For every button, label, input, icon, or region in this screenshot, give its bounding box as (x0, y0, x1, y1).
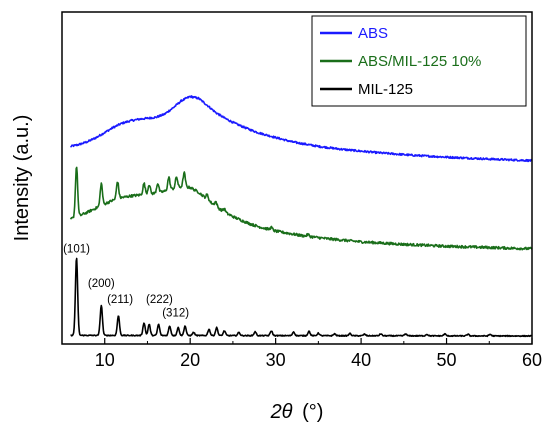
legend-items: ABS ABS/MIL-125 10% MIL-125 (320, 25, 481, 98)
series-line-abs-mil-125-10- (69, 166, 533, 251)
plot-frame (61, 11, 533, 345)
x-tick-label-50: 50 (437, 350, 457, 370)
x-tick-label-20: 20 (180, 350, 200, 370)
series-line-mil-125 (70, 257, 533, 338)
x-tick-label-60: 60 (522, 350, 542, 370)
x-tick-label-40: 40 (351, 350, 371, 370)
peak-label-211: (211) (107, 294, 133, 306)
x-tick-label-10: 10 (95, 350, 115, 370)
peak-label-222: (222) (146, 294, 173, 306)
peak-label-200: (200) (88, 278, 115, 290)
peak-label-312: (312) (162, 307, 189, 319)
x-tick-labels: 10 20 30 40 50 60 (95, 350, 542, 370)
legend: ABS ABS/MIL-125 10% MIL-125 (311, 15, 527, 107)
x-axis-label: 2θ (°) (270, 401, 324, 423)
y-axis-label: Intensity (a.u.) (11, 115, 33, 242)
peak-annotations: (101) (200) (211) (222)(312) (63, 243, 189, 319)
x-axis-label-symbol: 2θ (270, 401, 293, 423)
peak-label-101: (101) (63, 243, 90, 255)
series-layer (69, 95, 533, 338)
x-tick-marks (61, 338, 533, 344)
legend-label-2: MIL-125 (358, 81, 413, 98)
legend-label-0: ABS (358, 25, 388, 42)
x-tick-label-30: 30 (266, 350, 286, 370)
series-line-abs (69, 95, 533, 163)
x-axis-label-unit: (°) (302, 401, 323, 423)
legend-label-1: ABS/MIL-125 10% (358, 53, 481, 70)
